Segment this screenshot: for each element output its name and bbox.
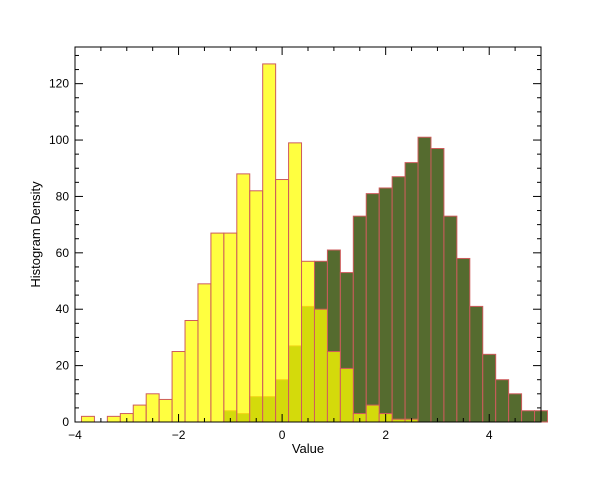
bar-series-1-bin-11 (352, 215, 367, 423)
bar-series-2-bin-14 (249, 190, 264, 423)
bar-series-1-bin-16 (417, 136, 432, 423)
bar-series-2-bin-19 (313, 308, 328, 423)
x-axis-title: Value (292, 441, 324, 456)
x-tick-label: −4 (68, 428, 82, 442)
bar-series-1-bin-17 (430, 148, 445, 423)
bar-series-2-bin-3 (106, 415, 121, 423)
bar-series-2-bin-16 (275, 179, 290, 423)
y-tick-label: 80 (56, 189, 70, 203)
bar-series-2-bin-1 (80, 415, 95, 423)
x-tick-label: −2 (172, 428, 186, 442)
y-tick-label: 60 (56, 246, 70, 260)
bar-series-2-bin-18 (301, 260, 315, 423)
bar-series-2-bin-23 (365, 404, 380, 423)
bar-series-1-bin-13 (378, 187, 393, 423)
y-tick-label: 120 (49, 77, 69, 91)
bar-series-1-bin-24 (521, 410, 536, 423)
y-axis-title: Histogram Density (28, 181, 43, 288)
bars-layer (80, 63, 548, 423)
x-tick-label: 4 (486, 428, 493, 442)
bar-series-2-bin-5 (132, 404, 147, 423)
bar-series-2-bin-10 (197, 283, 212, 423)
bar-series-2-bin-7 (158, 398, 173, 423)
bar-series-1-bin-20 (469, 305, 484, 423)
bar-series-2-bin-13 (236, 173, 251, 423)
bar-series-1-bin-18 (443, 215, 458, 423)
bar-series-2-bin-12 (223, 232, 238, 423)
bar-series-1-bin-21 (482, 353, 497, 423)
bar-series-2-bin-20 (326, 351, 341, 423)
y-tick-label: 40 (56, 302, 70, 316)
y-tick-label: 20 (56, 359, 70, 373)
bar-series-2-bin-8 (171, 351, 186, 423)
bar-series-2-bin-6 (145, 393, 160, 423)
ticks-layer (74, 47, 542, 423)
bar-series-1-bin-15 (404, 162, 419, 423)
bar-series-1-bin-12 (365, 193, 380, 423)
bar-series-2-bin-17 (288, 142, 303, 423)
bar-series-1-bin-23 (508, 393, 523, 423)
x-tick-label: 2 (382, 428, 389, 442)
bar-series-2-bin-9 (184, 319, 199, 423)
bar-series-2-bin-21 (339, 367, 354, 423)
bar-series-1-bin-19 (456, 257, 471, 423)
bar-series-1-bin-22 (495, 379, 510, 423)
bar-series-1-bin-14 (391, 176, 406, 423)
y-tick-label: 100 (49, 133, 69, 147)
x-tick-label: 0 (279, 428, 286, 442)
bar-series-2-bin-15 (262, 63, 277, 423)
bar-series-2-bin-11 (210, 232, 225, 423)
y-tick-label: 0 (62, 415, 69, 429)
